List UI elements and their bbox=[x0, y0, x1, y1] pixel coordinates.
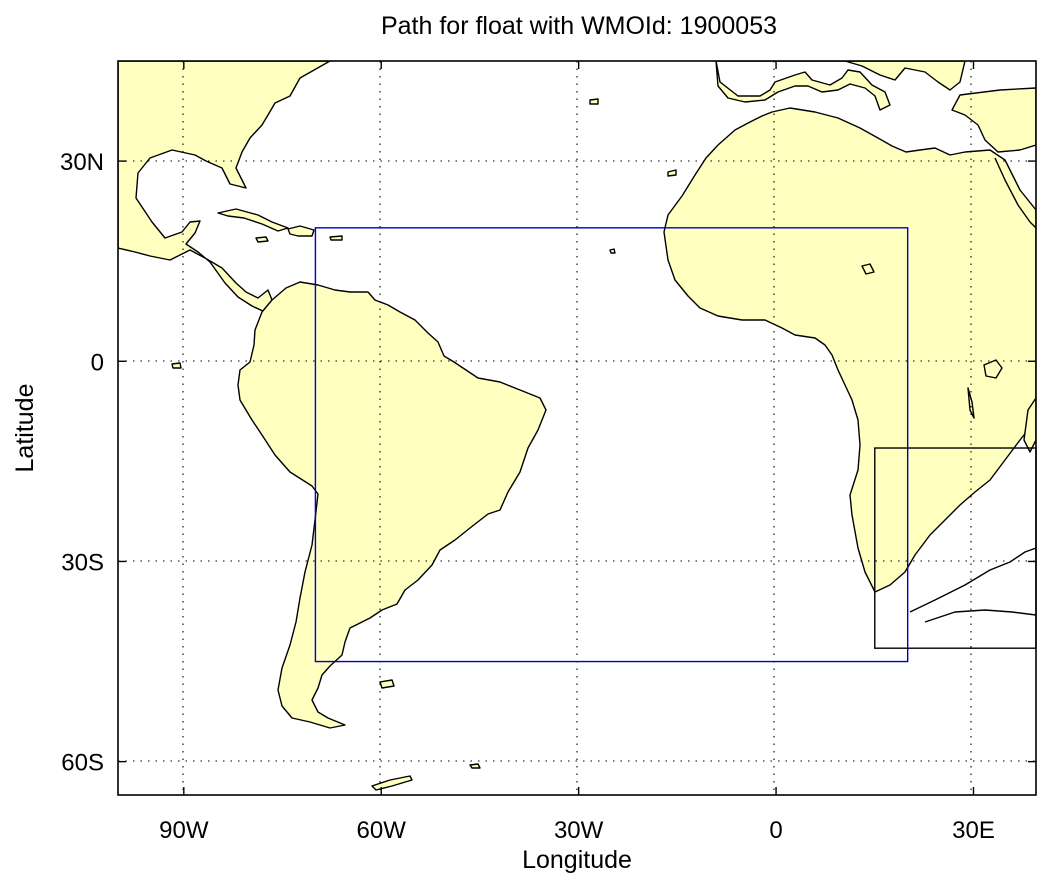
map-title: Path for float with WMOId: 1900053 bbox=[380, 12, 778, 40]
land-galapagos bbox=[171, 362, 182, 369]
x-tick-label: 30E bbox=[952, 817, 995, 844]
land-hispaniola bbox=[287, 225, 315, 237]
y-tick-label: 60S bbox=[61, 750, 104, 777]
y-tick-label: 30S bbox=[61, 549, 104, 576]
land-africa bbox=[663, 107, 1036, 593]
land-north-america bbox=[118, 61, 331, 313]
x-tick-label: 90W bbox=[159, 817, 209, 844]
land-cape-verde bbox=[609, 248, 616, 254]
ocean-front-line bbox=[909, 547, 1036, 613]
y-tick-labels: 30N 0 30S 60S bbox=[60, 149, 104, 777]
land-falklands bbox=[379, 679, 395, 689]
x-axis-title: Longitude bbox=[522, 846, 632, 874]
land-anatolia bbox=[951, 87, 1036, 153]
land-madagascar bbox=[1023, 397, 1036, 453]
x-tick-label: 30W bbox=[554, 817, 604, 844]
ocean-front-line-2 bbox=[924, 609, 1036, 623]
graticule bbox=[118, 61, 1036, 795]
red-sea-coast bbox=[994, 157, 1036, 229]
land-puerto-rico bbox=[329, 235, 343, 241]
land-cuba bbox=[217, 208, 289, 232]
land-south-georgia bbox=[469, 763, 481, 769]
tick-marks bbox=[118, 61, 1036, 795]
plot-frame bbox=[117, 60, 1037, 796]
land-jamaica bbox=[255, 236, 269, 243]
lake-chad bbox=[861, 263, 875, 275]
lake-tanganyika bbox=[967, 387, 975, 419]
y-tick-label: 0 bbox=[91, 349, 104, 376]
land-south-shetlands bbox=[371, 775, 413, 791]
x-tick-label: 60W bbox=[357, 817, 407, 844]
y-axis-title: Latitude bbox=[11, 384, 39, 473]
x-tick-labels: 90W 60W 30W 0 30E bbox=[159, 817, 995, 844]
land-azores bbox=[589, 98, 599, 105]
land-europe bbox=[715, 61, 966, 111]
land-canaries bbox=[667, 169, 677, 177]
x-tick-label: 0 bbox=[769, 817, 782, 844]
lake-victoria bbox=[983, 359, 1003, 379]
y-tick-label: 30N bbox=[60, 149, 104, 176]
region-box-1 bbox=[314, 227, 909, 663]
